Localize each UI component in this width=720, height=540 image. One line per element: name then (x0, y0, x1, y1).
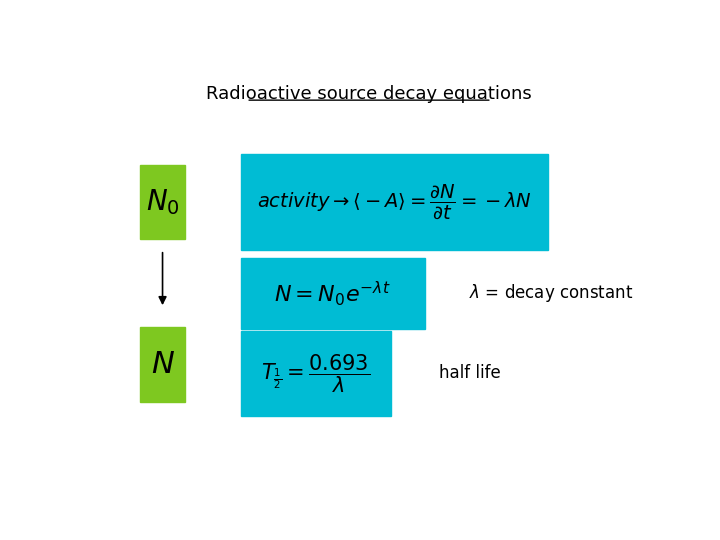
FancyBboxPatch shape (240, 154, 548, 250)
Text: $N_0$: $N_0$ (145, 187, 179, 217)
Text: $\lambda$ = decay constant: $\lambda$ = decay constant (469, 282, 634, 305)
Text: $N = N_0 e^{-\lambda t}$: $N = N_0 e^{-\lambda t}$ (274, 279, 391, 308)
FancyBboxPatch shape (240, 331, 392, 416)
Text: $activity \rightarrow \langle -A \rangle = \dfrac{\partial N}{\partial t} = -\la: $activity \rightarrow \langle -A \rangle… (257, 183, 531, 221)
Text: $N$: $N$ (150, 350, 174, 379)
Text: Radioactive source decay equations: Radioactive source decay equations (206, 85, 532, 103)
FancyBboxPatch shape (140, 327, 185, 402)
FancyBboxPatch shape (140, 165, 185, 239)
Text: $T_{\frac{1}{2}} = \dfrac{0.693}{\lambda}$: $T_{\frac{1}{2}} = \dfrac{0.693}{\lambda… (261, 352, 371, 395)
FancyBboxPatch shape (240, 258, 425, 329)
Text: half life: half life (438, 364, 500, 382)
